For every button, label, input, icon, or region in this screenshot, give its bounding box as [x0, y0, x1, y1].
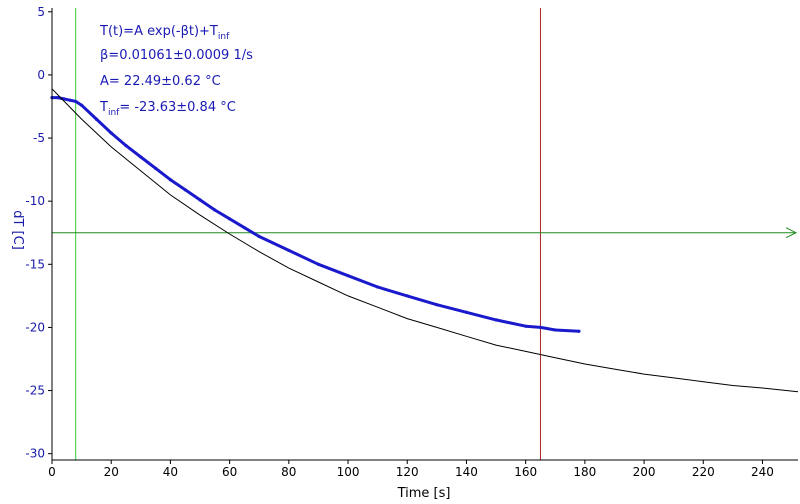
y-ticks: 5 0 -5 -10 -15 -20 -25 -30 [25, 5, 52, 461]
x-tick-label: 0 [48, 465, 56, 479]
x-tick-label: 160 [514, 465, 537, 479]
data-point [228, 217, 232, 221]
plot-content [50, 8, 799, 460]
data-point [538, 325, 543, 330]
data-point [494, 318, 498, 322]
data-point [198, 198, 202, 202]
data-point [464, 310, 469, 314]
fit-tinf: Tinf= -23.63±0.84 °C [99, 100, 236, 118]
y-tick-label: -30 [25, 447, 45, 461]
data-point [74, 99, 78, 104]
x-tick-label: 200 [633, 465, 656, 479]
data-point [154, 166, 158, 170]
data-point [139, 155, 143, 159]
x-tick-label: 60 [222, 465, 237, 479]
data-point [242, 226, 247, 230]
data-point [183, 188, 187, 192]
data-point [168, 178, 173, 182]
fit-formula: T(t)=A exp(-βt)+Tinf [99, 24, 230, 42]
data-point [287, 248, 291, 253]
fit-annotation: T(t)=A exp(-βt)+Tinf β=0.01061±0.0009 1/… [99, 24, 253, 118]
y-axis-title: dT [C] [10, 210, 25, 250]
x-tick-label: 140 [455, 465, 478, 479]
y-tick-label: -20 [25, 320, 45, 334]
data-point [213, 208, 217, 212]
data-point [553, 328, 557, 332]
fit-curve [51, 88, 799, 393]
x-tick-label: 20 [104, 465, 119, 479]
x-tick-label: 80 [281, 465, 296, 479]
y-tick-label: -15 [25, 257, 45, 271]
data-point [435, 303, 439, 307]
x-tick-label: 40 [163, 465, 178, 479]
data-point [524, 324, 528, 328]
x-ticks: 0 20 40 60 80 100 120 140 160 180 200 220 240 [48, 460, 774, 479]
data-point [577, 329, 581, 333]
y-tick-label: -5 [33, 131, 45, 145]
x-tick-label: 100 [337, 465, 360, 479]
data-point [405, 294, 409, 298]
cursor-horizontal-arrow [785, 227, 798, 239]
x-tick-label: 240 [751, 465, 774, 479]
y-tick-label: -10 [25, 194, 45, 208]
data-point [124, 144, 128, 148]
data-point [376, 285, 380, 289]
data-point [80, 103, 84, 107]
x-tick-label: 120 [396, 465, 419, 479]
x-axis-title: Time [s] [397, 486, 451, 501]
data-point [56, 96, 60, 100]
x-tick-label: 180 [573, 465, 596, 479]
y-tick-label: -25 [25, 384, 45, 398]
fit-amplitude: A= 22.49±0.62 °C [100, 74, 221, 89]
data-point [109, 131, 113, 135]
fit-beta: β=0.01061±0.0009 1/s [100, 48, 253, 63]
y-tick-label: 0 [37, 68, 45, 82]
data-point [68, 98, 72, 102]
x-tick-label: 220 [692, 465, 715, 479]
data-point [316, 262, 321, 266]
data-point [94, 117, 99, 121]
data-point [257, 234, 261, 239]
y-tick-label: 5 [37, 5, 45, 19]
data-point [346, 274, 350, 278]
